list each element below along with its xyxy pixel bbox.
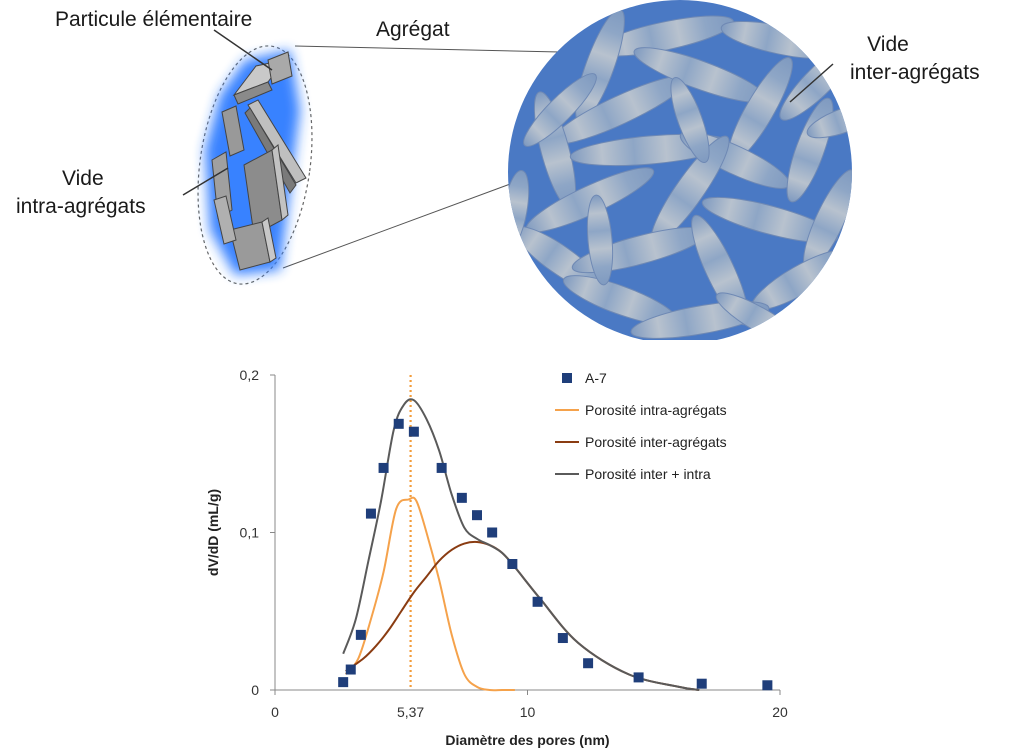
- data-point: [456, 492, 467, 503]
- data-point: [393, 418, 404, 429]
- data-point: [408, 426, 419, 437]
- legend-swatch: [562, 373, 572, 383]
- data-point: [557, 633, 568, 644]
- series-line-1: [344, 496, 515, 692]
- legend-label: Porosité intra-agrégats: [585, 402, 727, 418]
- data-point: [355, 629, 366, 640]
- data-point: [378, 462, 389, 473]
- y-tick-label: 0: [251, 682, 259, 698]
- x-tick-label: 0: [271, 704, 279, 720]
- data-point: [487, 527, 498, 538]
- rod-particle: [670, 77, 710, 163]
- rod-particle: [586, 194, 614, 286]
- data-point: [338, 677, 349, 688]
- aggregate-circle: [508, 0, 852, 340]
- chart-axes: 0 0,1 0,2 0 10 20 Diamètre des pores (nm) dV/dD…: [205, 367, 788, 748]
- small-aggregate: [197, 45, 313, 285]
- legend-label: Porosité inter-agrégats: [585, 434, 727, 450]
- chart-legend: A-7 Porosité intra-agrégats Porosité inter…: [555, 370, 727, 482]
- y-axis-title: dV/dD (mL/g): [205, 489, 221, 576]
- x-axis-title: Diamètre des pores (nm): [445, 732, 609, 748]
- y-tick-label: 0,2: [240, 367, 260, 383]
- zoom-lines: [282, 45, 561, 269]
- rod-particle: [523, 73, 597, 147]
- x-tick-label: 10: [520, 704, 536, 720]
- particle-label: Particule élémentaire: [55, 8, 253, 31]
- series-line-2: [345, 540, 700, 691]
- chart-annotations: 5,37: [397, 375, 424, 720]
- legend-label: A-7: [585, 370, 607, 386]
- x-tick-label: 20: [772, 704, 788, 720]
- series-line-3: [342, 398, 700, 691]
- y-tick-label: 0,1: [240, 525, 260, 541]
- data-point: [633, 672, 644, 683]
- chart-series: [338, 398, 773, 692]
- data-point: [436, 462, 447, 473]
- data-point: [345, 664, 356, 675]
- data-point: [532, 596, 543, 607]
- data-point: [696, 678, 707, 689]
- legend-label: Porosité inter + intra: [585, 466, 711, 482]
- rod-particle: [701, 196, 839, 244]
- aggregate-illustration: [182, 0, 852, 340]
- inter-void-label-line1: Vide: [867, 33, 909, 56]
- label-pointers: [182, 29, 834, 196]
- intra-void-label-line1: Vide: [62, 167, 104, 190]
- data-point: [762, 680, 773, 691]
- data-point: [583, 658, 594, 669]
- data-point: [365, 508, 376, 519]
- data-point: [507, 559, 518, 569]
- aggregate-label: Agrégat: [376, 18, 450, 41]
- inter-void-label-line2: inter-agrégats: [850, 61, 980, 84]
- data-point: [472, 510, 482, 521]
- intra-void-label-line2: intra-agrégats: [16, 195, 146, 218]
- peak-marker-label: 5,37: [397, 704, 424, 720]
